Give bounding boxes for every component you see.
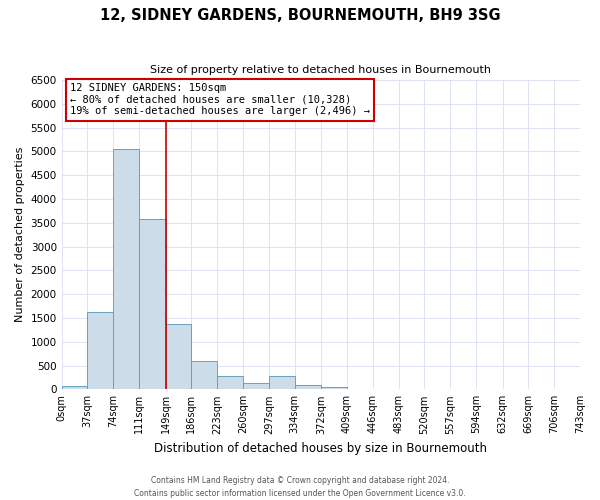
Bar [321, 387, 347, 390]
Bar [295, 385, 321, 390]
Bar [243, 382, 269, 390]
Title: Size of property relative to detached houses in Bournemouth: Size of property relative to detached ho… [151, 65, 491, 75]
Text: Contains HM Land Registry data © Crown copyright and database right 2024.
Contai: Contains HM Land Registry data © Crown c… [134, 476, 466, 498]
Y-axis label: Number of detached properties: Number of detached properties [15, 147, 25, 322]
Text: 12 SIDNEY GARDENS: 150sqm
← 80% of detached houses are smaller (10,328)
19% of s: 12 SIDNEY GARDENS: 150sqm ← 80% of detac… [70, 84, 370, 116]
Bar [269, 376, 295, 390]
Bar [88, 312, 113, 390]
Bar [113, 149, 139, 390]
Bar [191, 361, 217, 390]
X-axis label: Distribution of detached houses by size in Bournemouth: Distribution of detached houses by size … [154, 442, 487, 455]
Bar [62, 386, 88, 390]
Bar [217, 376, 243, 390]
Bar [139, 220, 166, 390]
Text: 12, SIDNEY GARDENS, BOURNEMOUTH, BH9 3SG: 12, SIDNEY GARDENS, BOURNEMOUTH, BH9 3SG [100, 8, 500, 22]
Bar [166, 324, 191, 390]
